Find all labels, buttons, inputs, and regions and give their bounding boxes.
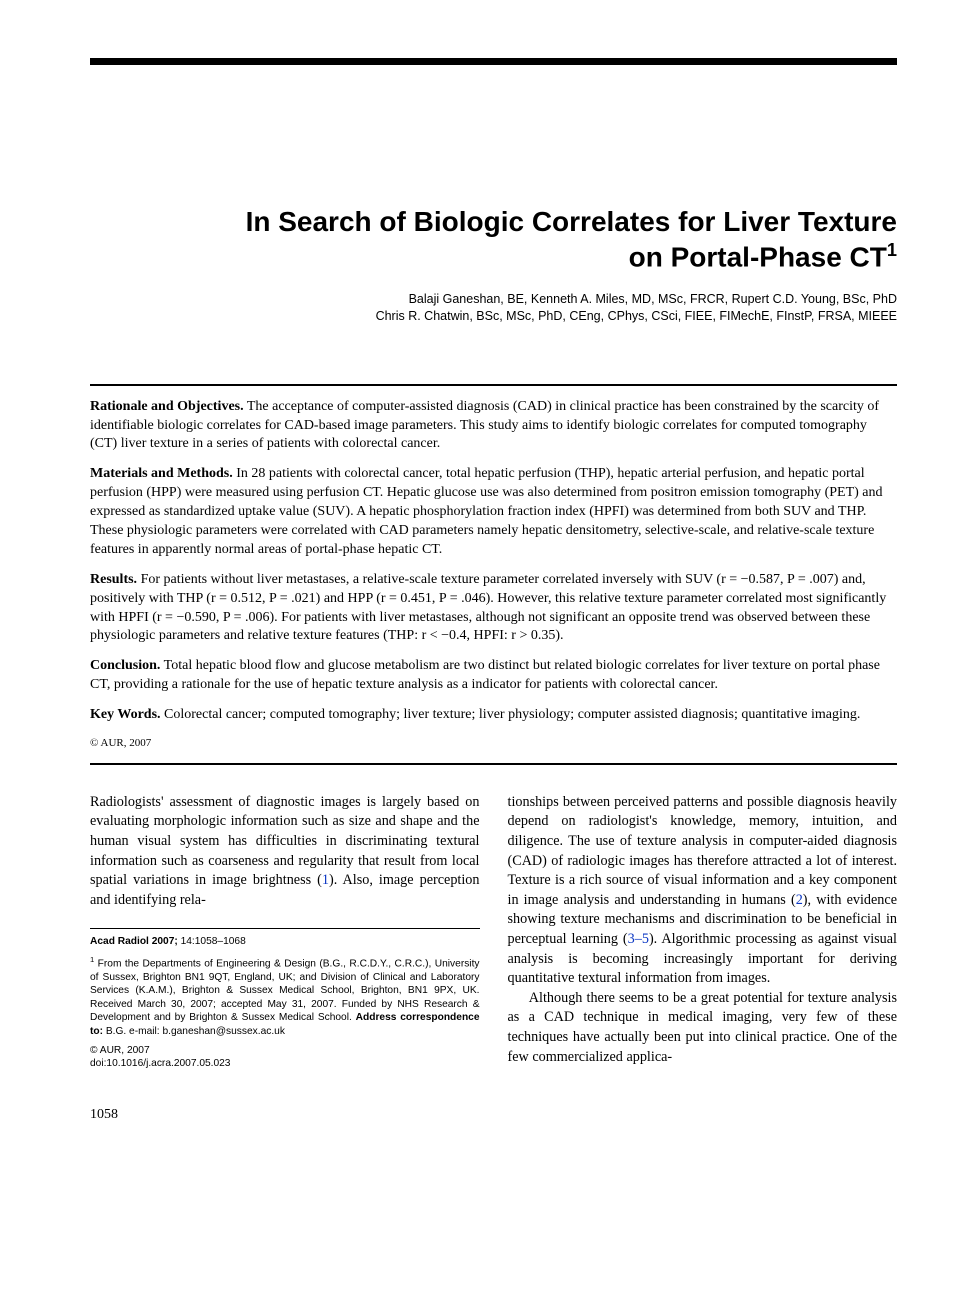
title-superscript: 1 — [887, 240, 897, 260]
keywords-text: Colorectal cancer; computed tomography; … — [161, 707, 861, 722]
body-text-2a: tionships between perceived patterns and… — [508, 794, 898, 908]
abstract-keywords: Key Words. Colorectal cancer; computed t… — [90, 706, 897, 725]
body-columns: Radiologists' assessment of diagnostic i… — [90, 793, 897, 1077]
title-line-1: In Search of Biologic Correlates for Liv… — [246, 206, 897, 237]
abstract-top-rule — [90, 384, 897, 386]
conclusion-text: Total hepatic blood flow and glucose met… — [90, 658, 880, 692]
footnote-rule — [90, 928, 480, 929]
citation-link-3-5[interactable]: 3–5 — [628, 931, 649, 947]
abstract-block: Rationale and Objectives. The acceptance… — [90, 398, 897, 751]
results-text: For patients without liver metastases, a… — [90, 572, 886, 644]
abstract-results: Results. For patients without liver meta… — [90, 571, 897, 647]
page-number: 1058 — [90, 1107, 897, 1123]
authors-line-2: Chris R. Chatwin, BSc, MSc, PhD, CEng, C… — [376, 309, 897, 323]
column-right: tionships between perceived patterns and… — [508, 793, 898, 1077]
abstract-conclusion: Conclusion. Total hepatic blood flow and… — [90, 657, 897, 695]
results-label: Results. — [90, 572, 137, 587]
body-para-1-right: tionships between perceived patterns and… — [508, 793, 898, 989]
footnote-doi: doi:10.1016/j.acra.2007.05.023 — [90, 1058, 230, 1069]
footnote-1b: B.G. e-mail: b.ganeshan@sussex.ac.uk — [103, 1026, 285, 1037]
title-line-2: on Portal-Phase CT — [629, 241, 887, 272]
methods-label: Materials and Methods. — [90, 466, 233, 481]
top-rule — [90, 58, 897, 65]
footnote-copyright: © AUR, 2007 doi:10.1016/j.acra.2007.05.0… — [90, 1044, 480, 1071]
abstract-methods: Materials and Methods. In 28 patients wi… — [90, 465, 897, 559]
abstract-bottom-rule — [90, 763, 897, 765]
authors-block: Balaji Ganeshan, BE, Kenneth A. Miles, M… — [90, 291, 897, 326]
keywords-label: Key Words. — [90, 707, 161, 722]
citation-label: Acad Radiol 2007; — [90, 936, 181, 947]
citation-vol: 14:1058–1068 — [181, 936, 246, 947]
body-para-1-left: Radiologists' assessment of diagnostic i… — [90, 793, 480, 911]
citation-link-1[interactable]: 1 — [322, 872, 329, 888]
column-left: Radiologists' assessment of diagnostic i… — [90, 793, 480, 1077]
body-para-2-right: Although there seems to be a great poten… — [508, 989, 898, 1067]
footnote-copyright-text: © AUR, 2007 — [90, 1045, 150, 1056]
abstract-copyright: © AUR, 2007 — [90, 736, 897, 751]
citation-link-2[interactable]: 2 — [796, 892, 803, 908]
rationale-label: Rationale and Objectives. — [90, 399, 244, 414]
conclusion-label: Conclusion. — [90, 658, 160, 673]
footnotes-block: Acad Radiol 2007; 14:1058–1068 1 From th… — [90, 935, 480, 1070]
affiliation-footnote: 1 From the Departments of Engineering & … — [90, 955, 480, 1038]
journal-citation: Acad Radiol 2007; 14:1058–1068 — [90, 935, 480, 948]
article-title: In Search of Biologic Correlates for Liv… — [90, 205, 897, 275]
authors-line-1: Balaji Ganeshan, BE, Kenneth A. Miles, M… — [409, 292, 897, 306]
abstract-rationale: Rationale and Objectives. The acceptance… — [90, 398, 897, 455]
